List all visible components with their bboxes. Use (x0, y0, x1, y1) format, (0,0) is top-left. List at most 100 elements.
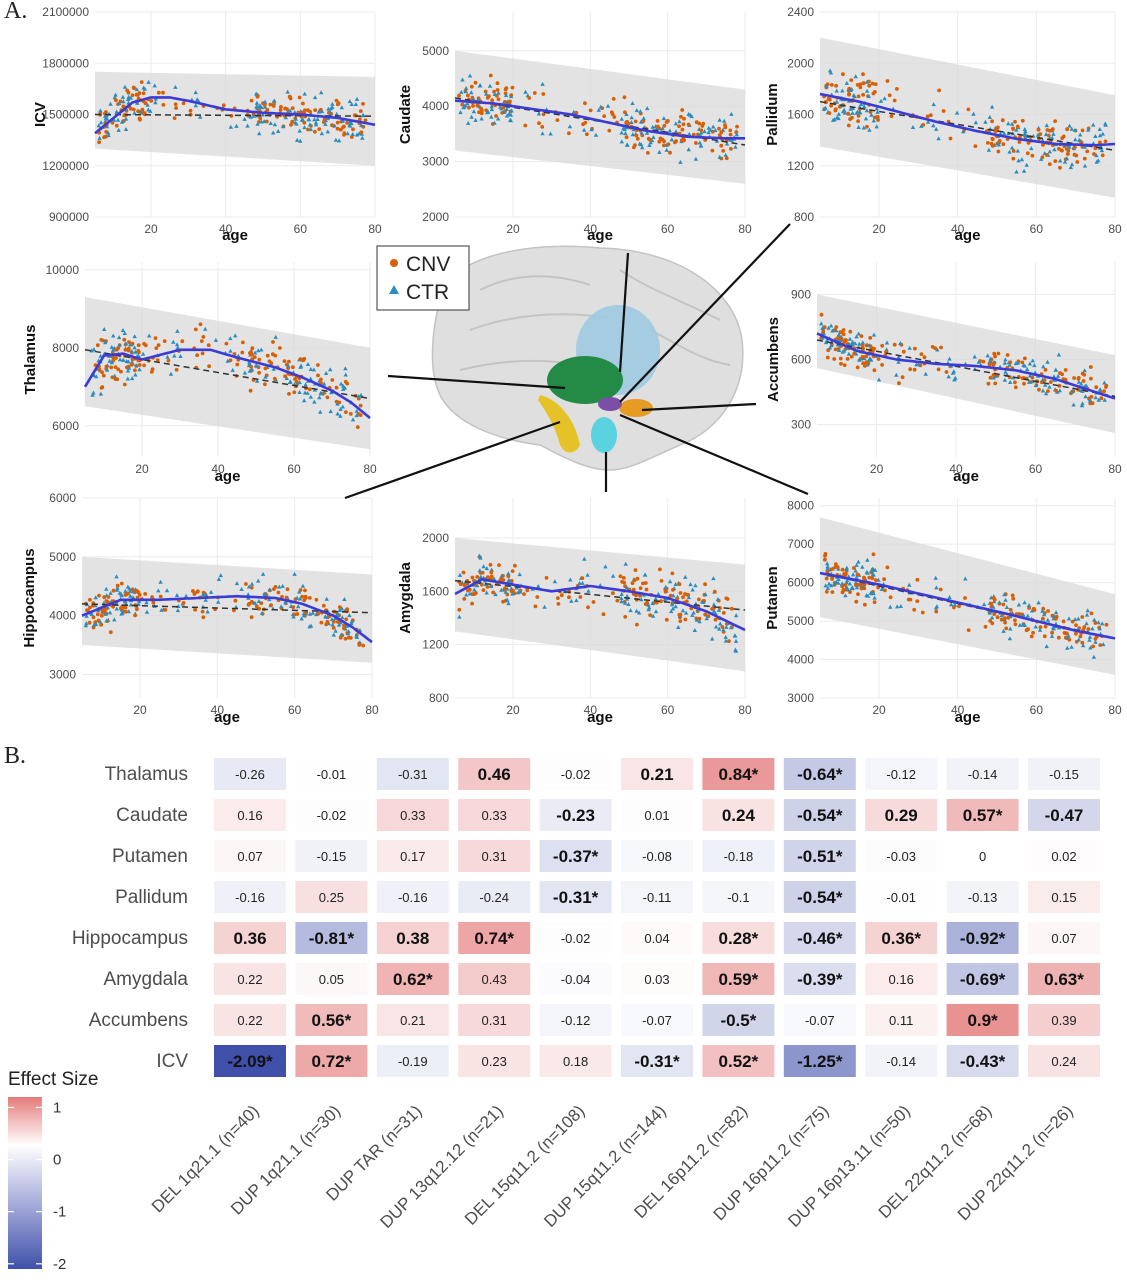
heatmap-cell (214, 840, 286, 872)
ctr-point (723, 638, 729, 643)
cnv-point (681, 595, 685, 600)
heatmap-cell-value: -0.14 (968, 767, 998, 782)
cnv-point (819, 312, 824, 317)
ctr-point (492, 92, 497, 96)
cnv-point (1089, 611, 1094, 616)
heatmap-cell (458, 1045, 531, 1077)
cnv-point (855, 83, 860, 87)
cnv-point (287, 392, 291, 396)
heatmap-cell (621, 922, 693, 954)
ctr-point (867, 357, 872, 362)
ctr-point (510, 591, 515, 596)
cnv-point (622, 580, 626, 585)
ctr-point (1093, 639, 1098, 644)
ctr-point (657, 149, 662, 154)
y-tick-label: 8000 (787, 499, 814, 513)
cnv-point (99, 613, 104, 618)
heatmap-cell-value: 0.36 (233, 929, 266, 948)
ctr-point (1097, 127, 1102, 131)
cnv-point (241, 340, 245, 345)
cnv-point (248, 388, 253, 393)
cnv-point (316, 373, 320, 378)
heatmap-cell (539, 1004, 612, 1036)
cnv-point (1015, 124, 1020, 129)
ctr-point (1039, 156, 1044, 161)
ctr-point (869, 568, 874, 573)
cnv-point (1038, 132, 1043, 137)
ctr-point (706, 130, 711, 135)
cnv-point (567, 595, 571, 600)
cnv-point (835, 565, 840, 569)
cnv-point (1031, 630, 1035, 635)
cnv-point (485, 96, 490, 100)
ctr-point (120, 94, 126, 99)
cnv-point (870, 576, 875, 581)
cnv-point (567, 131, 571, 136)
cnv-point (664, 120, 669, 124)
cnv-point (1042, 634, 1047, 639)
panel-b-label: B. (4, 743, 27, 769)
cnv-point (334, 385, 339, 390)
cnv-point (634, 133, 639, 138)
smooth-fit-line (94, 96, 376, 135)
ctr-point (552, 579, 558, 584)
ctr-point (1022, 600, 1027, 605)
cnv-point (870, 81, 875, 86)
cnv-point (166, 358, 171, 363)
ctr-point (1011, 375, 1016, 380)
cnv-point (1020, 118, 1025, 123)
ctr-point (1102, 380, 1107, 385)
ctr-point (1015, 360, 1021, 365)
ctr-point (84, 613, 89, 618)
ctr-point (971, 111, 976, 116)
ctr-point (335, 401, 340, 406)
ctr-point (1033, 383, 1038, 388)
ctr-point (503, 589, 508, 594)
heatmap-cell (214, 1045, 286, 1077)
ctr-point (277, 584, 282, 589)
ctr-point (111, 333, 116, 338)
cnv-point (997, 139, 1002, 143)
cnv-point (1103, 139, 1108, 144)
cnv-point (867, 83, 872, 88)
heatmap-cell-value: -0.54* (797, 888, 843, 907)
cnv-point (559, 593, 564, 598)
cnv-point (861, 92, 865, 97)
cnv-point (1082, 625, 1087, 629)
ctr-point (1069, 126, 1074, 131)
ctr-point (540, 81, 545, 86)
cnv-point (95, 612, 100, 617)
ctr-point (653, 609, 659, 614)
cnv-point (683, 592, 687, 596)
cnv-point (1094, 385, 1099, 390)
smooth-fit-line (81, 594, 373, 644)
cnv-point (952, 605, 956, 610)
confidence-band (85, 297, 370, 450)
cnv-point (271, 104, 276, 108)
ctr-point (144, 600, 149, 605)
cnv-point (913, 346, 917, 351)
thalamus-region (547, 356, 623, 404)
cnv-point (109, 365, 114, 370)
ctr-point (619, 116, 624, 121)
cnv-point (1081, 379, 1086, 383)
ctr-point (832, 117, 837, 122)
ctr-point (650, 601, 655, 605)
ctr-point (847, 336, 853, 341)
ctr-point (669, 137, 674, 142)
ctr-point (114, 606, 119, 611)
heatmap-cell-value: 0.21 (640, 765, 673, 784)
ctr-point (298, 364, 303, 369)
ctr-point (267, 597, 272, 602)
ctr-point (680, 608, 686, 613)
cnv-point (265, 108, 270, 112)
cnv-point (719, 130, 724, 135)
cnv-point (846, 111, 850, 116)
cnv-point (992, 597, 997, 602)
ctr-point (489, 567, 494, 572)
smooth-fit-line (83, 348, 371, 420)
cnv-point (290, 119, 295, 124)
cnv-point (834, 325, 839, 329)
ctr-point (319, 131, 325, 136)
